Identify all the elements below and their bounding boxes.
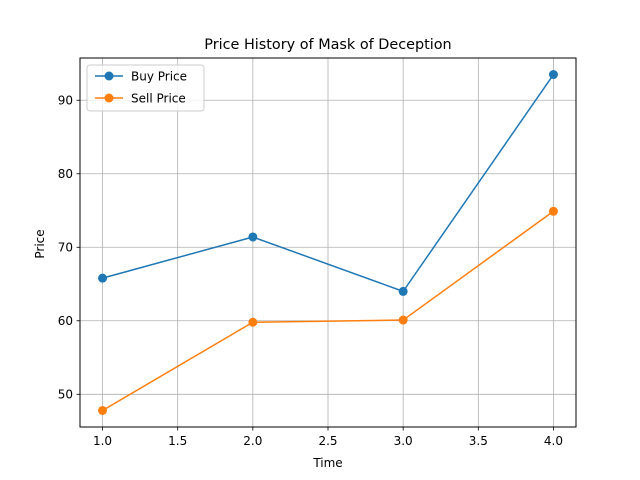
y-axis-label: Price bbox=[33, 229, 47, 258]
series-line bbox=[102, 74, 555, 293]
x-tick-label: 1.5 bbox=[168, 434, 187, 448]
x-tick-label: 2.5 bbox=[318, 434, 337, 448]
y-tick-label: 60 bbox=[58, 314, 73, 328]
grid bbox=[80, 58, 576, 427]
x-tick-label: 2.0 bbox=[243, 434, 262, 448]
y-tick-label: 70 bbox=[58, 240, 73, 254]
data-point bbox=[248, 317, 258, 327]
data-point bbox=[548, 70, 558, 80]
x-tick-label: 3.5 bbox=[469, 434, 488, 448]
x-tick-label: 1.0 bbox=[93, 434, 112, 448]
axis-ticks: 1.0 1.5 2.0 2.5 3.0 3.5 4.0 50 60 70 80 90 bbox=[58, 93, 563, 448]
x-axis-label: Time bbox=[312, 456, 342, 470]
plot-frame bbox=[79, 57, 577, 428]
y-tick-label: 80 bbox=[58, 167, 73, 181]
data-point bbox=[98, 273, 108, 283]
data-point bbox=[248, 232, 258, 242]
legend-label: Buy Price bbox=[131, 70, 187, 84]
legend-label: Sell Price bbox=[131, 92, 186, 106]
x-tick-label: 4.0 bbox=[544, 434, 563, 448]
series-line bbox=[102, 210, 554, 412]
x-tick-label: 3.0 bbox=[394, 434, 413, 448]
series-buy-price bbox=[98, 70, 558, 296]
legend-marker bbox=[104, 93, 114, 103]
data-point bbox=[98, 405, 108, 415]
legend: Buy Price Sell Price bbox=[86, 64, 205, 112]
series-sell-price bbox=[98, 206, 558, 415]
data-point bbox=[398, 315, 408, 325]
data-point bbox=[398, 286, 408, 296]
series-layer bbox=[98, 70, 558, 415]
y-tick-label: 50 bbox=[58, 387, 73, 401]
y-tick-label: 90 bbox=[58, 93, 73, 107]
legend-marker bbox=[104, 71, 114, 81]
chart-title: Price History of Mask of Deception bbox=[204, 37, 451, 53]
data-point bbox=[548, 206, 558, 216]
